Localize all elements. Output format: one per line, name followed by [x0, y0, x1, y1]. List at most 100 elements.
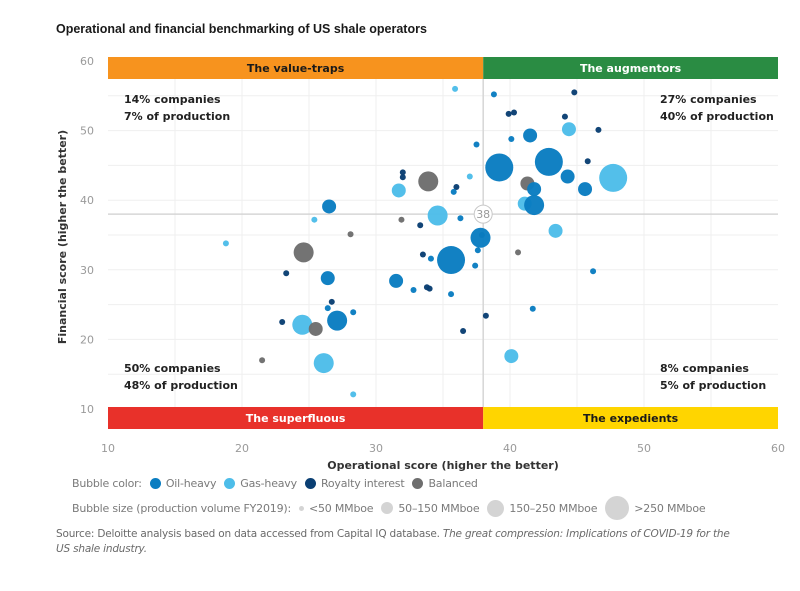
x-tick-label: 40 — [503, 442, 517, 455]
legend-item-balanced: Balanced — [412, 477, 478, 490]
legend-label-balanced: Balanced — [428, 477, 478, 490]
bubble-royalty — [279, 319, 286, 325]
data-points — [222, 85, 628, 398]
bubble-royalty — [511, 109, 518, 116]
bubble-oil — [485, 153, 514, 182]
bubble-oil — [327, 310, 348, 331]
y-axis-label: Financial score (higher the better) — [56, 130, 69, 344]
legend-label-royalty: Royalty interest — [320, 477, 405, 490]
bubble-oil — [410, 286, 417, 293]
bubble-oil — [448, 291, 455, 298]
quadrant-band-top-right — [483, 57, 778, 79]
bubble-oil — [524, 195, 545, 216]
quadrant-companies-bottom-right: 8% companies — [660, 362, 749, 375]
legend-size-label: >250 MMboe — [634, 501, 706, 515]
bubble-oil — [350, 309, 357, 316]
legend-color-label: Bubble color: — [72, 477, 142, 490]
grid-lines — [108, 61, 778, 409]
bubble-royalty — [595, 126, 602, 133]
bubble-balanced — [418, 171, 439, 192]
legend-size-label: <50 MMboe — [308, 501, 374, 515]
legend-size-label: Bubble size (production volume FY2019): — [72, 501, 291, 515]
y-tick-label: 10 — [80, 403, 94, 416]
bubble-royalty — [460, 328, 467, 335]
legend-size-item: 150–250 MMboe — [487, 499, 598, 517]
source-title: The great compression: Implications of C… — [56, 528, 730, 555]
legend-size-label: 150–250 MMboe — [509, 501, 598, 515]
legend-size-swatch — [605, 496, 630, 520]
y-axis-ticks: 10 20 30 40 50 60 — [80, 55, 94, 416]
x-tick-label: 20 — [235, 442, 249, 455]
bubble-oil — [389, 273, 404, 288]
bubble-balanced — [398, 216, 405, 223]
legend-size-item: 50–150 MMboe — [381, 501, 480, 515]
quadrant-production-top-left: 7% of production — [124, 110, 230, 123]
bubble-oil — [578, 182, 593, 197]
source-note: Source: Deloitte analysis based on data … — [56, 527, 736, 557]
legend-size-label: 50–150 MMboe — [398, 501, 480, 515]
legend-size-swatch — [381, 502, 394, 514]
bubble-oil — [490, 91, 497, 98]
quadrant-label-bottom-right: The expedients — [583, 412, 679, 425]
bubble-chart: The value-traps The augmentors The superfl… — [56, 55, 785, 472]
bubble-gas — [466, 173, 473, 180]
bubble-oil — [590, 268, 597, 275]
legend-size-swatch — [487, 499, 505, 517]
bubble-gas — [427, 205, 448, 226]
chart-title: Operational and financial benchmarking o… — [56, 22, 427, 36]
bubble-gas — [599, 163, 628, 192]
bubble-gas — [313, 353, 334, 374]
bubble-gas — [222, 240, 229, 247]
quadrant-band-top-left — [108, 57, 484, 79]
quadrant-companies-bottom-left: 50% companies — [124, 362, 221, 375]
bubble-royalty — [571, 89, 578, 96]
bubble-balanced — [515, 249, 522, 256]
quadrant-companies-top-right: 27% companies — [660, 93, 757, 106]
bubble-royalty — [453, 183, 460, 190]
legend-bubble-size: Bubble size (production volume FY2019): … — [72, 496, 706, 520]
bubble-royalty — [328, 298, 335, 305]
bubble-balanced — [308, 321, 323, 336]
bubble-royalty — [419, 251, 426, 258]
bubble-royalty — [584, 158, 591, 165]
bubble-royalty — [561, 113, 568, 120]
bubble-gas — [504, 349, 519, 364]
bubble-balanced — [259, 357, 266, 364]
legend-size-item: <50 MMboe — [298, 501, 374, 515]
bubble-oil — [470, 227, 491, 248]
legend-label-oil: Oil-heavy — [165, 477, 217, 490]
y-tick-label: 20 — [80, 333, 94, 346]
bubble-royalty — [417, 222, 424, 229]
bubble-gas — [311, 216, 318, 223]
bubble-oil — [472, 262, 479, 269]
bubble-gas — [561, 122, 576, 137]
bubble-oil — [523, 128, 538, 143]
bubble-oil — [427, 255, 434, 262]
quadrant-companies-top-left: 14% companies — [124, 93, 221, 106]
bubble-gas — [292, 314, 313, 335]
bubble-royalty — [482, 312, 489, 319]
bubble-oil — [508, 135, 515, 142]
bubble-gas — [548, 223, 563, 238]
bubble-oil — [324, 305, 331, 312]
quadrant-band-bottom-left — [108, 407, 484, 429]
bubble-royalty — [399, 169, 406, 176]
quadrant-label-bottom-left: The superfluous — [246, 412, 346, 425]
threshold-marker — [473, 204, 493, 224]
x-tick-label: 10 — [101, 442, 115, 455]
quadrant-production-bottom-right: 5% of production — [660, 379, 766, 392]
threshold-label: 38 — [476, 208, 490, 221]
bubble-gas — [391, 183, 406, 198]
x-tick-label: 60 — [771, 442, 785, 455]
bubble-oil — [457, 215, 464, 222]
legend-label-gas: Gas-heavy — [240, 477, 297, 490]
bubble-oil — [560, 169, 575, 184]
bubble-royalty — [426, 285, 433, 292]
bubble-oil — [320, 271, 335, 286]
bubble-oil — [437, 246, 466, 275]
legend-item-gas: Gas-heavy — [224, 477, 297, 490]
y-tick-label: 30 — [80, 264, 94, 277]
bubble-royalty — [283, 270, 290, 277]
bubble-balanced — [293, 242, 314, 263]
quadrant-stats: 14% companies 7% of production 27% compani… — [124, 93, 774, 392]
